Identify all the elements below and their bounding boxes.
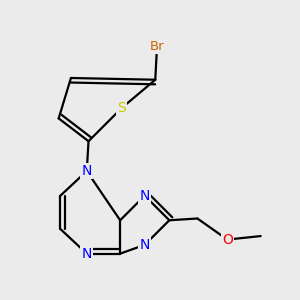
Text: S: S	[118, 101, 126, 115]
Text: N: N	[82, 164, 92, 178]
Text: N: N	[140, 189, 150, 203]
Text: N: N	[140, 238, 150, 252]
Text: Br: Br	[150, 40, 164, 53]
Text: O: O	[222, 232, 233, 247]
Text: N: N	[82, 247, 92, 261]
